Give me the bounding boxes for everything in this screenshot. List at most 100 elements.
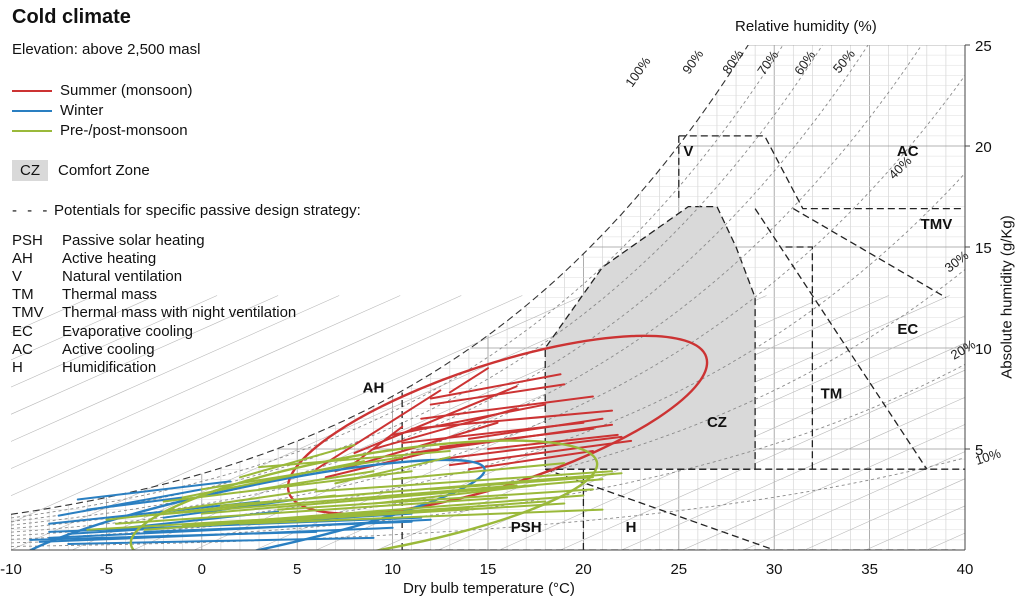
y-tick-label: 15: [975, 240, 992, 257]
comfort-zone: [544, 205, 756, 470]
legend-label-comfort: Comfort Zone: [58, 162, 150, 179]
strategy-name: Thermal mass: [62, 286, 158, 304]
zone-label-psh: PSH: [511, 519, 542, 536]
rh-curve-80: [11, 45, 824, 522]
series-segment: [258, 470, 375, 491]
grid-diagonal: [11, 295, 462, 497]
strategy-item-psh: PSH Passive solar heating: [12, 232, 205, 250]
x-tick-label: 30: [766, 561, 783, 578]
dashed-line-icon: - - -: [12, 202, 51, 219]
series-segment: [448, 367, 489, 394]
grid-diagonal: [865, 505, 965, 550]
series-segment: [391, 403, 547, 436]
winter-line-icon: [12, 110, 52, 113]
summer-line-icon: [12, 90, 52, 93]
legend-label-winter: Winter: [60, 102, 104, 119]
grid-diagonal: [743, 451, 965, 550]
tmv-boundary: [792, 208, 947, 299]
grid-diagonal: [621, 396, 965, 550]
premonsoon-line-icon: [12, 130, 52, 133]
strategy-abbr: V: [12, 268, 23, 286]
strategy-abbr: TM: [12, 286, 34, 304]
series-segment: [439, 435, 623, 461]
series-segment: [76, 480, 232, 501]
y-tick-label: 5: [975, 442, 983, 459]
strategy-item-ah: AH Active heating: [12, 250, 156, 268]
rh-curve-40: [11, 172, 965, 537]
zone-label-ac: AC: [897, 143, 919, 160]
series-segment: [86, 506, 470, 531]
grid-diagonal: [11, 295, 218, 388]
strategy-name: Natural ventilation: [62, 268, 183, 286]
series-segment: [391, 462, 566, 481]
grid-diagonal: [11, 295, 523, 524]
climate-series: [11, 334, 709, 550]
series-segment: [429, 373, 562, 400]
chart-subtitle: Elevation: above 2,500 masl: [12, 41, 201, 58]
strategy-abbr: H: [12, 358, 23, 376]
series-segment: [315, 389, 442, 471]
grid-diagonal: [804, 478, 965, 550]
series-segment: [277, 488, 594, 511]
zone-label-v: V: [683, 143, 693, 160]
series-segment: [467, 417, 604, 440]
series-segment: [372, 484, 537, 505]
ventilation-boundary: [678, 135, 965, 210]
series-segment: [238, 443, 356, 479]
comfort-zone-area: [544, 205, 756, 470]
series-segment: [181, 460, 365, 499]
y-axis-title: Absolute humidity (g/Kg): [998, 215, 1016, 379]
series-segment: [448, 439, 633, 467]
legend-item-winter: Winter: [12, 102, 103, 122]
zone-label-tm: TM: [821, 386, 843, 403]
legend-item-potentials: - - - Potentials for specific passive des…: [12, 202, 361, 222]
legend-item-premonsoon: Pre-/post-monsoon: [12, 122, 188, 142]
legend-item-summer: Summer (monsoon): [12, 82, 193, 102]
series-envelope-1: [11, 458, 486, 550]
zone-label-h: H: [626, 519, 637, 536]
strategy-name: Humidification: [62, 358, 157, 376]
psh-diagonal: [545, 468, 775, 550]
y-tick-label: 25: [975, 38, 992, 55]
grid-diagonal: [682, 424, 965, 550]
series-segment: [296, 502, 566, 521]
x-tick-label: 0: [198, 561, 206, 578]
series-segment: [143, 520, 413, 533]
series-segment: [162, 488, 318, 513]
zone-label-ec: EC: [897, 321, 918, 338]
series-segment: [372, 407, 518, 450]
series-segment: [353, 425, 404, 465]
grid-diagonal: [11, 295, 401, 469]
rh-curve-50: [11, 75, 965, 533]
x-tick-label: 25: [670, 561, 687, 578]
rh-curve-70: [11, 45, 869, 526]
rh-curve-100: [11, 45, 749, 515]
x-tick-label: -10: [0, 561, 22, 578]
strategy-item-v: V Natural ventilation: [12, 268, 182, 286]
legend-label-premonsoon: Pre-/post-monsoon: [60, 122, 188, 139]
grid-diagonal: [11, 295, 340, 442]
series-segment: [67, 536, 375, 545]
ec-boundary: [754, 208, 928, 470]
x-tick-label: -5: [100, 561, 113, 578]
series-segment: [429, 476, 594, 491]
x-tick-label: 15: [480, 561, 497, 578]
axes: -10 -5 0 5 10 15 20 25 30 35 40 5 10 15 20 25: [0, 38, 992, 578]
relative-humidity-curves: [11, 45, 965, 547]
zone-label-cz: CZ: [707, 414, 727, 431]
series-segment: [114, 496, 509, 525]
series-segment: [105, 494, 337, 521]
legend-item-comfort: CZ Comfort Zone: [12, 160, 150, 181]
relative-humidity-title: Relative humidity (%): [735, 18, 877, 35]
grid-diagonal: [560, 369, 965, 550]
grid-diagonal: [499, 342, 965, 550]
x-tick-label: 40: [957, 561, 974, 578]
series-segment: [238, 508, 604, 525]
grid-diagonal: [11, 295, 279, 415]
grid-diagonal: [71, 295, 645, 550]
strategy-item-tmv: TMV Thermal mass with night ventilation: [12, 304, 296, 322]
y-tick-label: 20: [975, 139, 992, 156]
comfort-zone-swatch: CZ: [12, 160, 48, 181]
x-tick-label: 5: [293, 561, 301, 578]
